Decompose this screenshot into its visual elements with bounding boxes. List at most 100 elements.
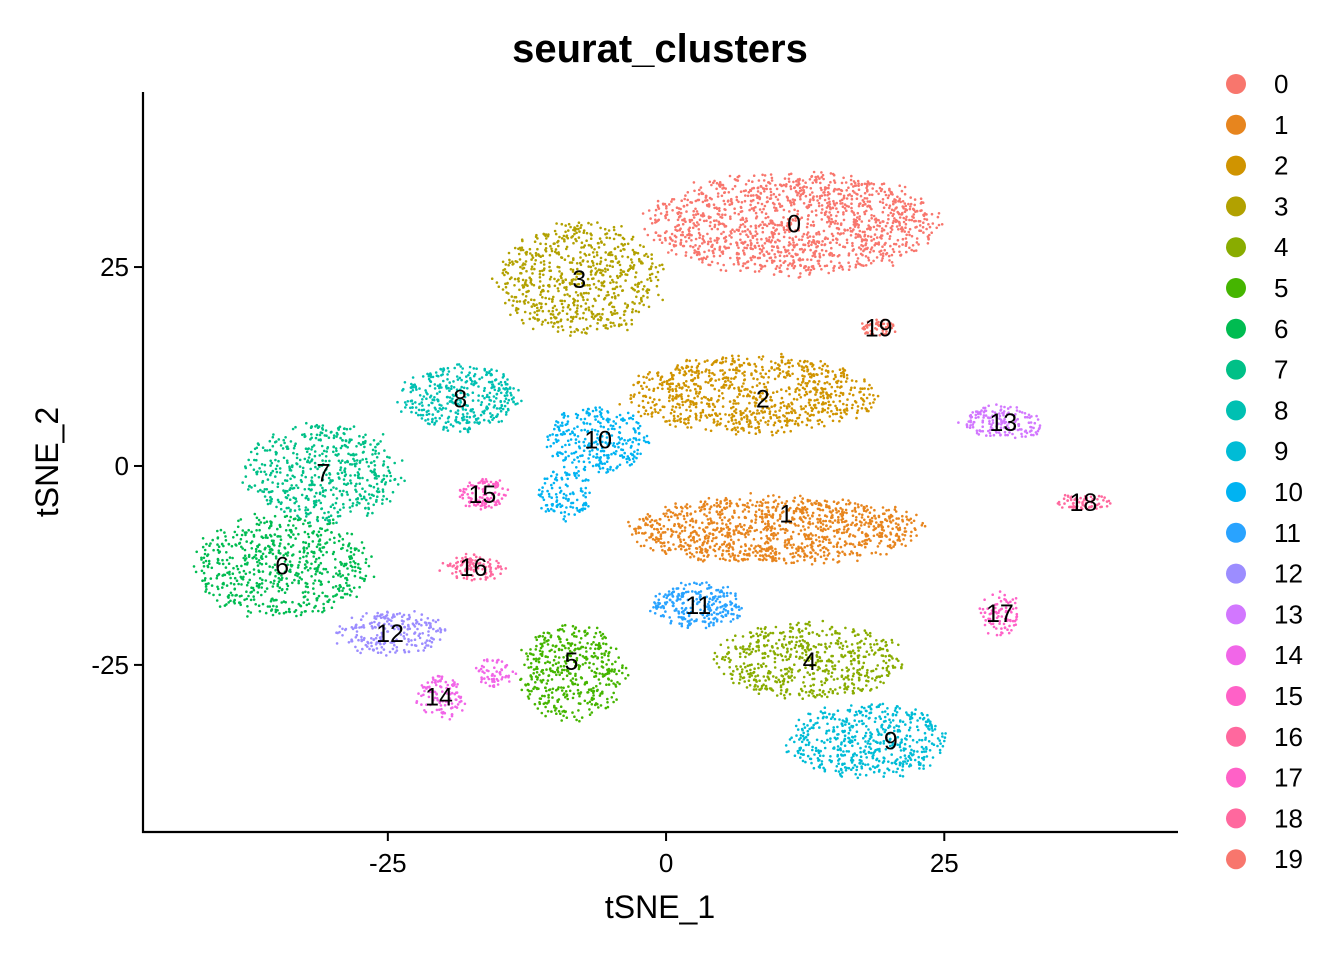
data-point bbox=[541, 309, 545, 313]
data-point bbox=[724, 360, 728, 363]
data-point bbox=[641, 517, 645, 521]
data-point bbox=[810, 210, 814, 213]
data-point bbox=[757, 638, 760, 642]
data-point bbox=[754, 404, 757, 408]
data-point bbox=[697, 258, 701, 261]
data-point bbox=[729, 538, 733, 542]
data-point bbox=[604, 323, 608, 327]
data-point bbox=[683, 384, 686, 387]
data-point bbox=[706, 359, 709, 362]
data-point bbox=[579, 226, 582, 229]
data-point bbox=[686, 233, 689, 237]
data-point bbox=[826, 549, 830, 552]
data-point bbox=[838, 632, 841, 635]
data-point bbox=[888, 187, 891, 191]
data-point bbox=[834, 373, 837, 377]
data-point bbox=[862, 203, 865, 207]
data-point bbox=[825, 633, 828, 637]
data-point bbox=[741, 635, 745, 638]
data-point bbox=[553, 304, 557, 308]
data-point bbox=[715, 501, 719, 505]
data-point bbox=[764, 396, 768, 399]
data-point bbox=[771, 433, 774, 437]
data-point bbox=[514, 260, 517, 263]
data-point bbox=[937, 212, 941, 215]
data-point bbox=[517, 280, 520, 283]
data-point bbox=[725, 549, 728, 553]
data-point bbox=[800, 238, 804, 242]
data-point bbox=[585, 231, 589, 235]
data-point bbox=[861, 403, 865, 406]
data-point bbox=[533, 317, 537, 320]
data-point bbox=[835, 241, 838, 245]
data-point bbox=[682, 538, 686, 542]
data-point bbox=[631, 267, 635, 270]
data-point bbox=[704, 526, 708, 529]
data-point bbox=[591, 312, 595, 316]
data-point bbox=[729, 256, 732, 260]
data-point bbox=[611, 287, 615, 291]
data-point bbox=[786, 249, 790, 252]
data-point bbox=[644, 517, 648, 520]
data-point bbox=[534, 648, 538, 651]
data-point bbox=[765, 554, 768, 558]
data-point bbox=[814, 249, 818, 253]
data-point bbox=[857, 262, 860, 265]
data-point bbox=[665, 210, 669, 214]
data-point bbox=[856, 553, 859, 557]
data-point bbox=[787, 274, 791, 278]
data-point bbox=[794, 235, 798, 239]
data-point bbox=[718, 245, 722, 249]
data-point bbox=[829, 221, 833, 224]
data-point bbox=[761, 554, 765, 558]
data-point bbox=[821, 394, 825, 398]
data-point bbox=[677, 522, 680, 526]
data-point bbox=[752, 678, 756, 682]
data-point bbox=[658, 517, 662, 521]
data-point bbox=[828, 241, 832, 245]
data-point bbox=[708, 545, 712, 548]
data-point bbox=[744, 655, 747, 659]
data-point bbox=[787, 180, 791, 183]
data-point bbox=[724, 269, 728, 273]
data-point bbox=[567, 303, 570, 307]
data-point bbox=[817, 634, 821, 637]
data-point bbox=[774, 556, 777, 560]
data-point bbox=[716, 414, 719, 418]
data-point bbox=[682, 373, 686, 377]
data-point bbox=[697, 558, 700, 562]
data-point bbox=[905, 233, 908, 237]
data-point bbox=[658, 264, 661, 267]
data-point bbox=[817, 262, 820, 265]
data-point bbox=[650, 518, 654, 522]
data-point bbox=[872, 214, 876, 218]
data-point bbox=[569, 644, 573, 647]
data-point bbox=[769, 555, 772, 559]
data-point bbox=[768, 236, 771, 239]
data-point bbox=[797, 503, 800, 507]
data-point bbox=[576, 299, 579, 303]
data-point bbox=[798, 364, 801, 367]
data-point bbox=[854, 232, 858, 236]
data-point bbox=[821, 407, 824, 411]
data-point bbox=[808, 200, 812, 203]
data-point bbox=[791, 555, 795, 559]
data-point bbox=[779, 401, 783, 405]
data-point bbox=[787, 228, 791, 232]
data-point bbox=[670, 515, 673, 518]
data-point bbox=[792, 180, 795, 184]
data-point bbox=[824, 679, 828, 682]
data-point bbox=[681, 230, 684, 234]
data-point bbox=[538, 286, 541, 290]
data-point bbox=[517, 277, 520, 280]
data-point bbox=[735, 421, 738, 425]
data-point bbox=[843, 408, 846, 412]
data-point bbox=[754, 549, 757, 553]
data-point bbox=[827, 271, 830, 275]
data-point bbox=[677, 368, 680, 371]
data-point bbox=[787, 226, 790, 229]
data-point bbox=[878, 200, 882, 204]
data-point bbox=[507, 251, 511, 255]
data-point bbox=[772, 273, 776, 276]
data-point bbox=[710, 183, 713, 187]
